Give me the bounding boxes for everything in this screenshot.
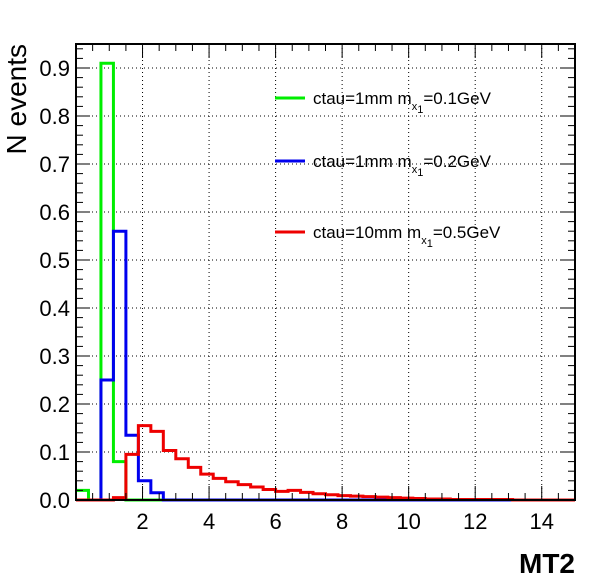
x-tick-label: 10 [396,509,420,534]
grid [76,44,575,500]
legend-entry-1: ctau=1mm mx1=0.1GeV [313,89,492,116]
y-tick-label: 0.8 [39,104,70,129]
y-tick-label: 0.5 [39,248,70,273]
y-tick-label: 0.0 [39,488,70,513]
y-tick-label: 0.9 [39,56,70,81]
x-tick-label: 6 [269,509,281,534]
y-tick-label: 0.1 [39,440,70,465]
x-tick-label: 2 [136,509,148,534]
x-tick-label: 4 [203,509,215,534]
y-tick-label: 0.2 [39,392,70,417]
y-tick-label: 0.4 [39,296,70,321]
legend-entry-3: ctau=10mm mx1=0.5GeV [313,223,501,250]
y-axis-title: N events [1,44,32,155]
x-tick-label: 8 [336,509,348,534]
x-tick-label: 12 [463,509,487,534]
y-tick-label: 0.7 [39,152,70,177]
axis-ticks: 2 4 6 8 10 12 14 0.0 0.1 0.2 0.3 0.4 0.5 0.6 0.7 0.8 0.9 [39,44,575,534]
legend: ctau=1mm mx1=0.1GeV ctau=1mm mx1=0.2GeV ct… [275,89,501,250]
x-axis-title: MT2 [519,548,575,576]
y-tick-label: 0.6 [39,200,70,225]
y-tick-label: 0.3 [39,344,70,369]
x-tick-label: 14 [529,509,553,534]
legend-entry-2: ctau=1mm mx1=0.2GeV [313,152,492,179]
